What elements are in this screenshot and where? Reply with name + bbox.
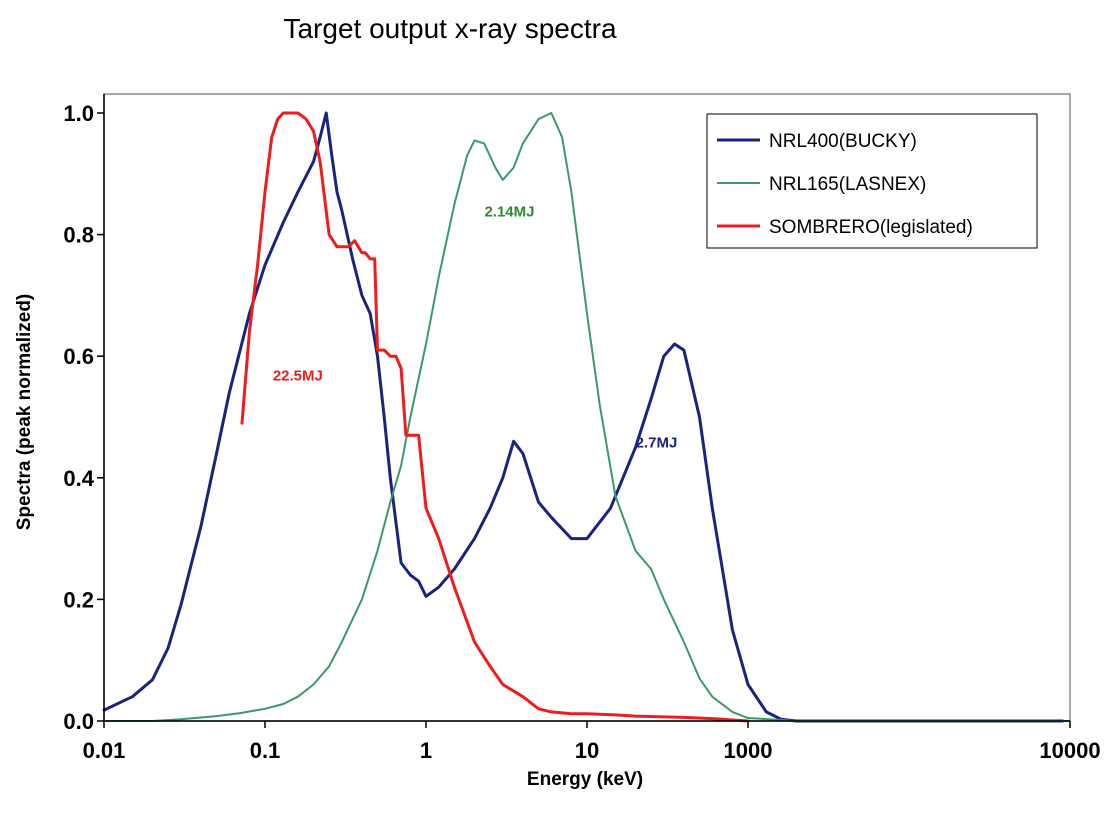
data-annotation: 2.14MJ	[484, 203, 534, 220]
y-tick-label: 0.2	[63, 587, 94, 612]
x-tick-label: 0.01	[83, 738, 126, 763]
y-tick-label: 0.4	[63, 466, 94, 491]
chart-title: Target output x-ray spectra	[283, 13, 616, 44]
legend-label: NRL400(BUCKY)	[769, 131, 917, 152]
legend-label: SOMBRERO(legislated)	[769, 217, 973, 238]
x-tick-label: 10000	[1039, 738, 1100, 763]
x-tick-label: 0.1	[250, 738, 281, 763]
legend-label: NRL165(LASNEX)	[769, 174, 926, 195]
x-tick-label: 1	[420, 738, 432, 763]
y-axis-title: Spectra (peak normalized)	[14, 294, 35, 531]
legend: NRL400(BUCKY) NRL165(LASNEX) SOMBRERO(legi…	[707, 114, 1037, 248]
y-tick-label: 0.8	[63, 223, 94, 248]
x-tick-label: 10	[575, 738, 599, 763]
y-tick-label: 0.0	[63, 709, 94, 734]
x-axis-ticks: 0.01 0.1 1 10 1000 10000	[83, 721, 1101, 763]
y-tick-label: 1.0	[63, 101, 94, 126]
x-axis-title: Energy (keV)	[527, 769, 643, 790]
y-tick-label: 0.6	[63, 344, 94, 369]
data-annotation: 22.5MJ	[273, 368, 323, 385]
x-tick-label: 1000	[724, 738, 773, 763]
data-annotation: 2.7MJ	[636, 434, 678, 451]
y-axis-ticks: 0.0 0.2 0.4 0.6 0.8 1.0	[63, 101, 104, 734]
